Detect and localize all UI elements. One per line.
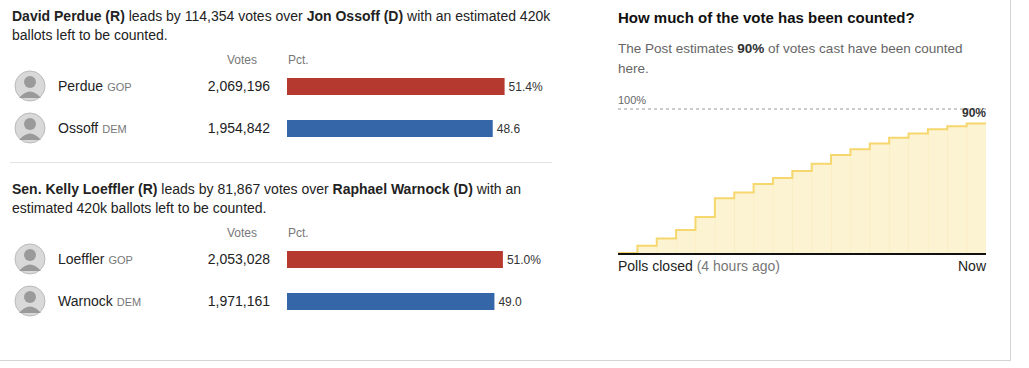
title-part: Sen. Kelly Loeffler (R) xyxy=(12,181,157,197)
area-step xyxy=(947,126,967,253)
data-label: 51.0% xyxy=(507,253,541,267)
candidate-name: Perdue xyxy=(58,78,103,94)
race-title: Sen. Kelly Loeffler (R) leads by 81,867 … xyxy=(12,180,560,218)
area-group xyxy=(618,123,986,253)
area-step xyxy=(695,217,715,253)
candidate-label: LoefflerGOP xyxy=(58,251,133,267)
votes: 2,069,196 xyxy=(208,78,270,94)
tick-label: 100% xyxy=(618,94,646,106)
step-line xyxy=(618,123,986,253)
party: DEM xyxy=(102,123,126,135)
data-label: 51.4% xyxy=(509,80,543,94)
area-step xyxy=(676,230,696,253)
bars xyxy=(287,251,503,310)
subtitle-part: 90% xyxy=(737,41,764,56)
x-note: (4 hours ago) xyxy=(697,258,780,274)
title-part: David Perdue (R) xyxy=(12,8,125,24)
votes: 2,053,028 xyxy=(208,251,270,267)
x-label: Polls closed(4 hours ago) xyxy=(618,258,780,274)
bar xyxy=(287,120,493,137)
chart-title: How much of the vote has been counted? xyxy=(618,9,915,26)
area-step xyxy=(870,144,890,253)
title-part: Jon Ossoff (D) xyxy=(307,8,403,24)
x-label: Now xyxy=(958,258,987,274)
column-header: Votes xyxy=(227,53,257,67)
column-header: Pct. xyxy=(288,53,309,67)
bar xyxy=(287,251,503,268)
party: DEM xyxy=(117,296,141,308)
headshot xyxy=(19,265,41,272)
area-step xyxy=(792,171,812,253)
candidate-name: Ossoff xyxy=(58,120,98,136)
area-step xyxy=(831,155,851,253)
headshot xyxy=(15,113,45,143)
votes: 1,971,161 xyxy=(208,293,270,309)
candidate-label: Perdue GOP xyxy=(58,78,132,94)
area-step xyxy=(812,164,832,253)
x-axis xyxy=(618,253,986,255)
headshot xyxy=(19,92,41,99)
area-step xyxy=(754,184,774,253)
card-border xyxy=(1010,0,1011,361)
grid-line xyxy=(618,109,986,110)
subtitle-part: The Post estimates xyxy=(618,41,737,56)
area-step xyxy=(734,193,754,253)
data-label: 48.6 xyxy=(497,122,521,136)
headshot xyxy=(24,118,36,130)
data-label: 90% xyxy=(962,106,986,120)
title-part: Raphael Warnock (D) xyxy=(333,181,473,197)
data-label: 49.0 xyxy=(498,295,522,309)
headshot xyxy=(15,244,45,274)
bar xyxy=(287,293,494,310)
column-header: Pct. xyxy=(288,226,309,240)
party: GOP xyxy=(107,81,131,93)
area-step xyxy=(715,198,735,253)
headshot xyxy=(19,134,41,141)
area-step xyxy=(637,246,657,253)
area-step xyxy=(657,239,677,253)
bars xyxy=(287,78,505,137)
x-tick-label: Polls closed xyxy=(618,258,693,274)
candidate-label: Ossoff DEM xyxy=(58,120,127,136)
area-step xyxy=(889,138,909,253)
chart-subtitle: The Post estimates 90% of votes cast hav… xyxy=(618,39,968,79)
area-step xyxy=(967,123,986,253)
area-step xyxy=(909,133,929,253)
party: GOP xyxy=(108,254,132,266)
area-step xyxy=(773,178,793,253)
race-title: David Perdue (R) leads by 114,354 votes … xyxy=(12,7,560,45)
headshot xyxy=(24,291,36,303)
votes: 1,954,842 xyxy=(208,120,270,136)
candidate-name: Loeffler xyxy=(58,251,105,267)
headshot xyxy=(15,71,45,101)
area-step xyxy=(850,149,870,253)
headshot xyxy=(24,249,36,261)
area-step xyxy=(928,129,948,253)
bar xyxy=(287,78,505,95)
title-part: leads by 81,867 votes over xyxy=(157,181,332,197)
x-tick-label: Now xyxy=(958,258,987,274)
candidate-name: Warnock xyxy=(58,293,114,309)
title-part: leads by 114,354 votes over xyxy=(125,8,307,24)
candidate-label: WarnockDEM xyxy=(58,293,141,309)
headshot xyxy=(15,286,45,316)
separator xyxy=(10,162,552,163)
headshot xyxy=(24,76,36,88)
headshot xyxy=(19,307,41,314)
column-header: Votes xyxy=(227,226,257,240)
card-border xyxy=(0,360,1010,361)
